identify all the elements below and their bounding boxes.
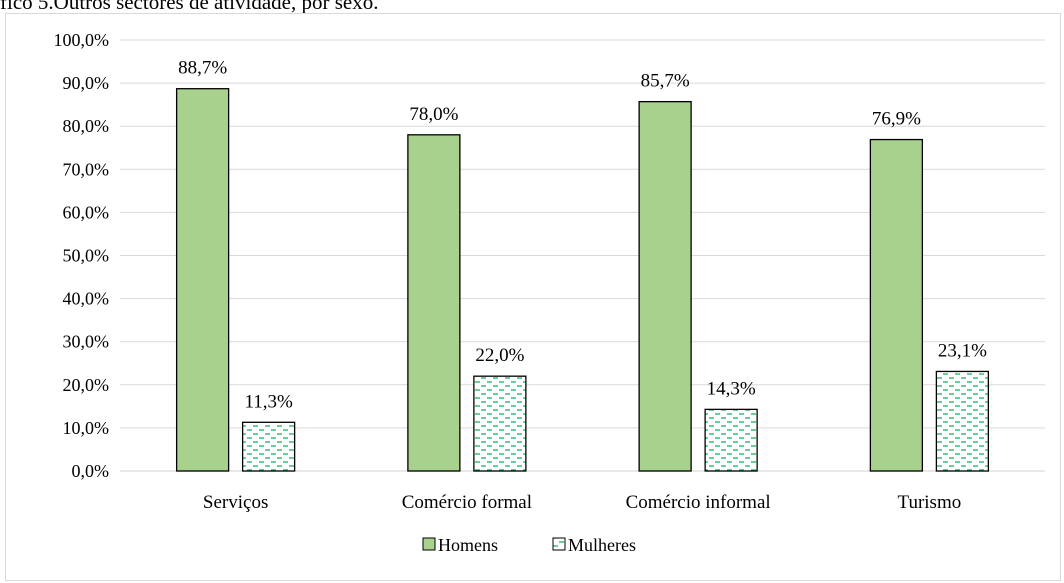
bar-mulheres [935, 370, 990, 472]
y-tick-label: 30,0% [63, 332, 110, 352]
legend-swatch-mulheres [552, 537, 566, 551]
y-tick-label: 90,0% [63, 73, 110, 93]
y-tick-label: 100,0% [54, 30, 110, 50]
y-tick-label: 60,0% [63, 202, 110, 222]
data-label: 78,0% [409, 104, 458, 125]
data-label: 88,7% [178, 58, 227, 79]
data-label: 76,9% [872, 109, 921, 130]
bar-homens [175, 88, 230, 472]
data-label: 11,3% [244, 391, 293, 412]
x-category-label: Comércio informal [626, 492, 771, 513]
y-tick-label: 70,0% [63, 159, 110, 179]
bar-mulheres [473, 375, 527, 472]
y-tick-label: 50,0% [63, 246, 110, 266]
x-category-label: Turismo [898, 492, 962, 513]
bar-mulheres [704, 408, 758, 472]
bar-homens [638, 100, 692, 472]
y-tick-label: 10,0% [63, 418, 110, 438]
data-label: 14,3% [707, 378, 756, 399]
legend-swatch-homens [422, 537, 436, 551]
legend-label-mulheres: Mulheres [568, 535, 636, 555]
y-tick-label: 0,0% [72, 461, 110, 481]
bar-homens [407, 134, 461, 472]
figure-caption: fico 5.Outros sectores de atividade, por… [0, 0, 379, 14]
chart-area [5, 13, 1061, 581]
y-tick-label: 40,0% [63, 289, 110, 309]
bar-mulheres [241, 421, 296, 472]
y-tick-label: 80,0% [63, 116, 110, 136]
legend-label-homens: Homens [438, 535, 498, 555]
bar-homens [869, 138, 924, 472]
data-label: 23,1% [938, 340, 987, 361]
x-category-label: Serviços [203, 492, 268, 513]
data-label: 22,0% [475, 345, 524, 366]
x-category-label: Comércio formal [402, 492, 532, 513]
y-tick-label: 20,0% [63, 375, 110, 395]
data-label: 85,7% [641, 71, 690, 92]
